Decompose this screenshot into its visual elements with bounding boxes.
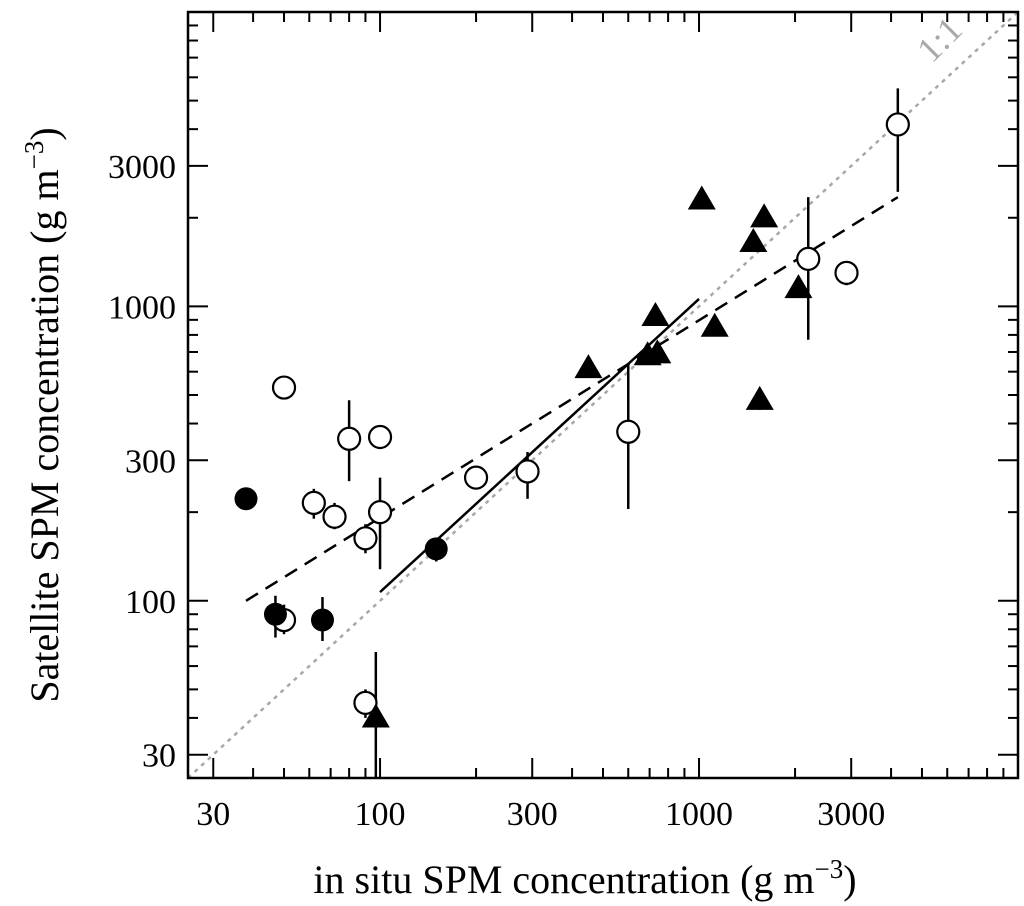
- filled-triangle-point: [687, 185, 716, 210]
- y-axis-title-close: ): [22, 127, 67, 140]
- ticks-layer: [188, 11, 1019, 778]
- open-circle-point: [515, 459, 540, 484]
- filled-triangle-point: [643, 339, 672, 364]
- filled-triangle-point: [700, 312, 729, 337]
- filled-triangle-point: [739, 227, 768, 252]
- open-circle-point: [796, 246, 821, 271]
- open-circle-point: [367, 424, 393, 450]
- y-tick-label: 3000: [108, 149, 176, 186]
- x-axis-title-main: in situ SPM concentration (g m: [313, 857, 814, 902]
- open-circle-point: [353, 526, 378, 551]
- filled-circle-point: [234, 487, 258, 511]
- filled-circle-point: [263, 602, 287, 626]
- open-circle-point: [337, 426, 362, 451]
- tick-labels-layer: 30 100 300 1000 3000 30 100 300 1000 3000: [108, 149, 885, 833]
- filled-triangle-point: [361, 703, 390, 728]
- open-circle-point: [301, 490, 326, 516]
- open-circle-point: [885, 112, 910, 137]
- open-circle-point: [463, 465, 489, 490]
- data-points-layer: [234, 112, 910, 728]
- filled-triangle-point: [750, 203, 779, 228]
- filled-circle-point: [424, 537, 448, 561]
- x-tick-label: 100: [355, 796, 406, 833]
- y-axis-title-main: Satellite SPM concentration (g m: [22, 169, 67, 702]
- x-axis-title: in situ SPM concentration (g m−3): [313, 854, 856, 902]
- y-axis-title: Satellite SPM concentration (g m−3): [19, 127, 67, 702]
- x-tick-label: 1000: [665, 796, 733, 833]
- y-tick-label: 30: [142, 738, 176, 775]
- filled-triangle-point: [574, 354, 603, 379]
- x-axis-title-exponent: −3: [815, 854, 844, 884]
- y-tick-label: 300: [125, 443, 176, 480]
- open-circle-point: [322, 504, 347, 529]
- filled-triangle-point: [641, 301, 670, 326]
- x-tick-label: 3000: [817, 796, 885, 833]
- y-tick-label: 100: [125, 584, 176, 621]
- filled-circle-point: [310, 608, 334, 632]
- open-circle-point: [353, 690, 378, 715]
- open-circle-point: [616, 419, 641, 444]
- filled-triangle-point: [784, 274, 813, 299]
- x-tick-label: 30: [196, 796, 230, 833]
- x-tick-label: 300: [507, 796, 558, 833]
- y-tick-label: 1000: [108, 289, 176, 326]
- x-axis-title-close: ): [843, 857, 856, 902]
- y-axis-title-exponent: −3: [19, 141, 49, 170]
- filled-triangle-point: [745, 385, 774, 410]
- open-circle-point: [271, 375, 297, 400]
- one-to-one-label: 1:1: [909, 9, 970, 70]
- open-circle-point: [834, 260, 859, 285]
- open-circle-point: [367, 500, 393, 525]
